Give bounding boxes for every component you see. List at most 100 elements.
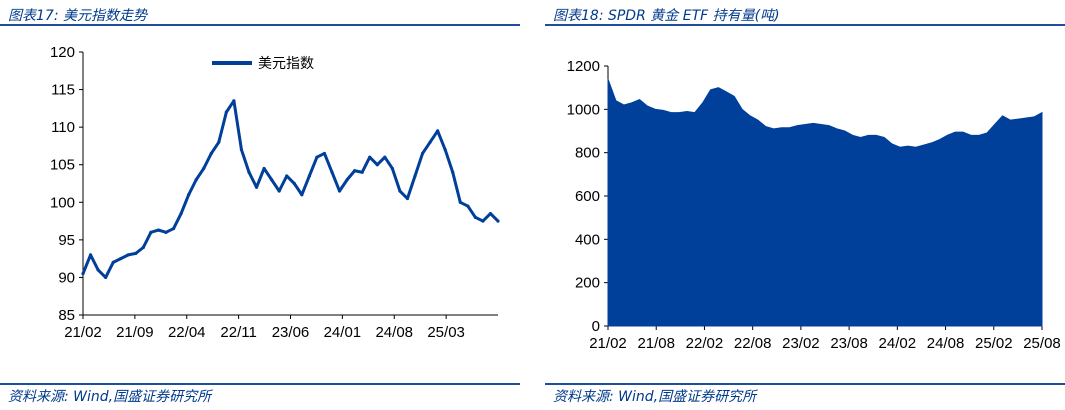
data-point [473,215,477,219]
panel-spdr-gold: 图表18: SPDR 黄金 ETF 持有量(吨) 0 200 400 600 800 10… [545,0,1065,410]
figure-source: 资料来源: Wind,国盛证券研究所 [8,389,212,405]
dollar-index-chart: 85 90 95 100 105 110 115 120 21/02 21/09 22/04 22/1… [50,44,500,341]
y-tick-label: 600 [575,188,600,205]
data-point [217,140,221,144]
legend-label: 美元指数 [258,55,314,71]
data-point [436,129,440,133]
data-point [247,170,251,174]
x-tick-label: 24/02 [879,335,917,352]
data-point [466,204,470,208]
data-point [81,272,85,276]
data-point [119,257,123,261]
y-tick-label: 800 [575,145,600,162]
x-tick-label: 24/01 [324,324,362,341]
x-tick-label: 24/08 [927,335,965,352]
data-point [481,219,485,223]
data-point [405,196,410,201]
y-tick-label: 1200 [567,58,600,75]
data-point [111,260,115,264]
data-point [104,275,108,280]
x-tick-label: 24/08 [375,324,413,341]
data-point [496,219,500,223]
x-tick-label: 23/02 [782,335,820,352]
data-point [232,99,236,103]
figure-title: 图表18: SPDR 黄金 ETF 持有量(吨) [553,8,780,24]
data-point [270,178,274,182]
y-tick-label: 400 [575,231,600,248]
data-point [337,189,342,193]
x-tick-label: 22/11 [220,324,256,341]
data-point [360,170,364,174]
data-point [149,230,153,234]
data-point [353,169,357,173]
data-point [398,189,402,193]
x-tick-label: 22/04 [168,324,206,341]
data-point [292,181,296,186]
source-rule [545,383,1065,385]
data-point [285,174,289,178]
data-point [141,245,145,249]
data-point [300,193,304,197]
title-rule [0,24,520,26]
area-series [607,78,1043,327]
data-point [488,211,493,216]
data-point [96,268,100,272]
data-point [413,174,417,178]
y-tick-label: 100 [50,194,75,211]
y-tick-label: 85 [58,307,75,324]
line-series [81,99,500,279]
data-point [315,155,319,159]
data-point [88,253,93,257]
data-point [239,148,244,152]
data-point [451,170,455,174]
title-rule [545,24,1065,26]
x-tick-label: 25/02 [975,335,1013,352]
y-tick-label: 200 [575,275,600,292]
data-point [156,228,161,232]
y-tick-label: 0 [592,318,600,335]
y-tick-label: 1000 [567,101,600,118]
x-tick-label: 21/09 [116,324,154,341]
x-tick-label: 22/08 [734,335,772,352]
data-point [458,200,462,204]
panel-dollar-index: 图表17: 美元指数走势 85 90 95 100 105 110 115 120 21/02 2… [0,0,525,410]
y-tick-label: 115 [51,82,75,99]
data-point [262,166,266,171]
y-tick-label: 105 [50,157,75,174]
x-tick-label: 23/08 [830,335,868,352]
data-point [345,178,349,182]
data-point [164,230,168,234]
y-tick-label: 120 [50,44,75,61]
data-point [390,166,394,171]
data-point [224,110,228,114]
data-point [254,185,259,189]
data-point [443,148,447,152]
data-point [307,174,311,178]
data-point [368,155,372,159]
data-point [322,151,327,156]
data-point [202,166,206,171]
data-point [134,251,138,255]
x-tick-label: 25/08 [1023,335,1061,352]
data-point [209,151,213,156]
x-tick-label: 21/02 [589,335,627,352]
figure-source: 资料来源: Wind,国盛证券研究所 [553,389,757,405]
spdr-gold-holdings-chart: 0 200 400 600 800 1000 1200 21/02 21/08 22/02 22/0… [567,58,1061,352]
data-point [330,170,334,174]
y-tick-label: 90 [58,269,75,286]
x-tick-label: 21/08 [637,335,675,352]
x-tick-label: 22/02 [686,335,724,352]
y-tick-label: 110 [51,119,75,136]
x-tick-label: 21/02 [64,324,102,341]
data-point [179,211,183,216]
data-point [375,163,379,167]
data-point [171,226,176,231]
y-tick-label: 95 [58,232,75,249]
data-point [420,151,425,156]
data-point [277,189,281,193]
x-tick-label: 23/06 [272,324,310,341]
data-point [383,155,387,159]
data-point [126,253,130,257]
data-point [428,140,432,144]
source-rule [0,383,520,385]
